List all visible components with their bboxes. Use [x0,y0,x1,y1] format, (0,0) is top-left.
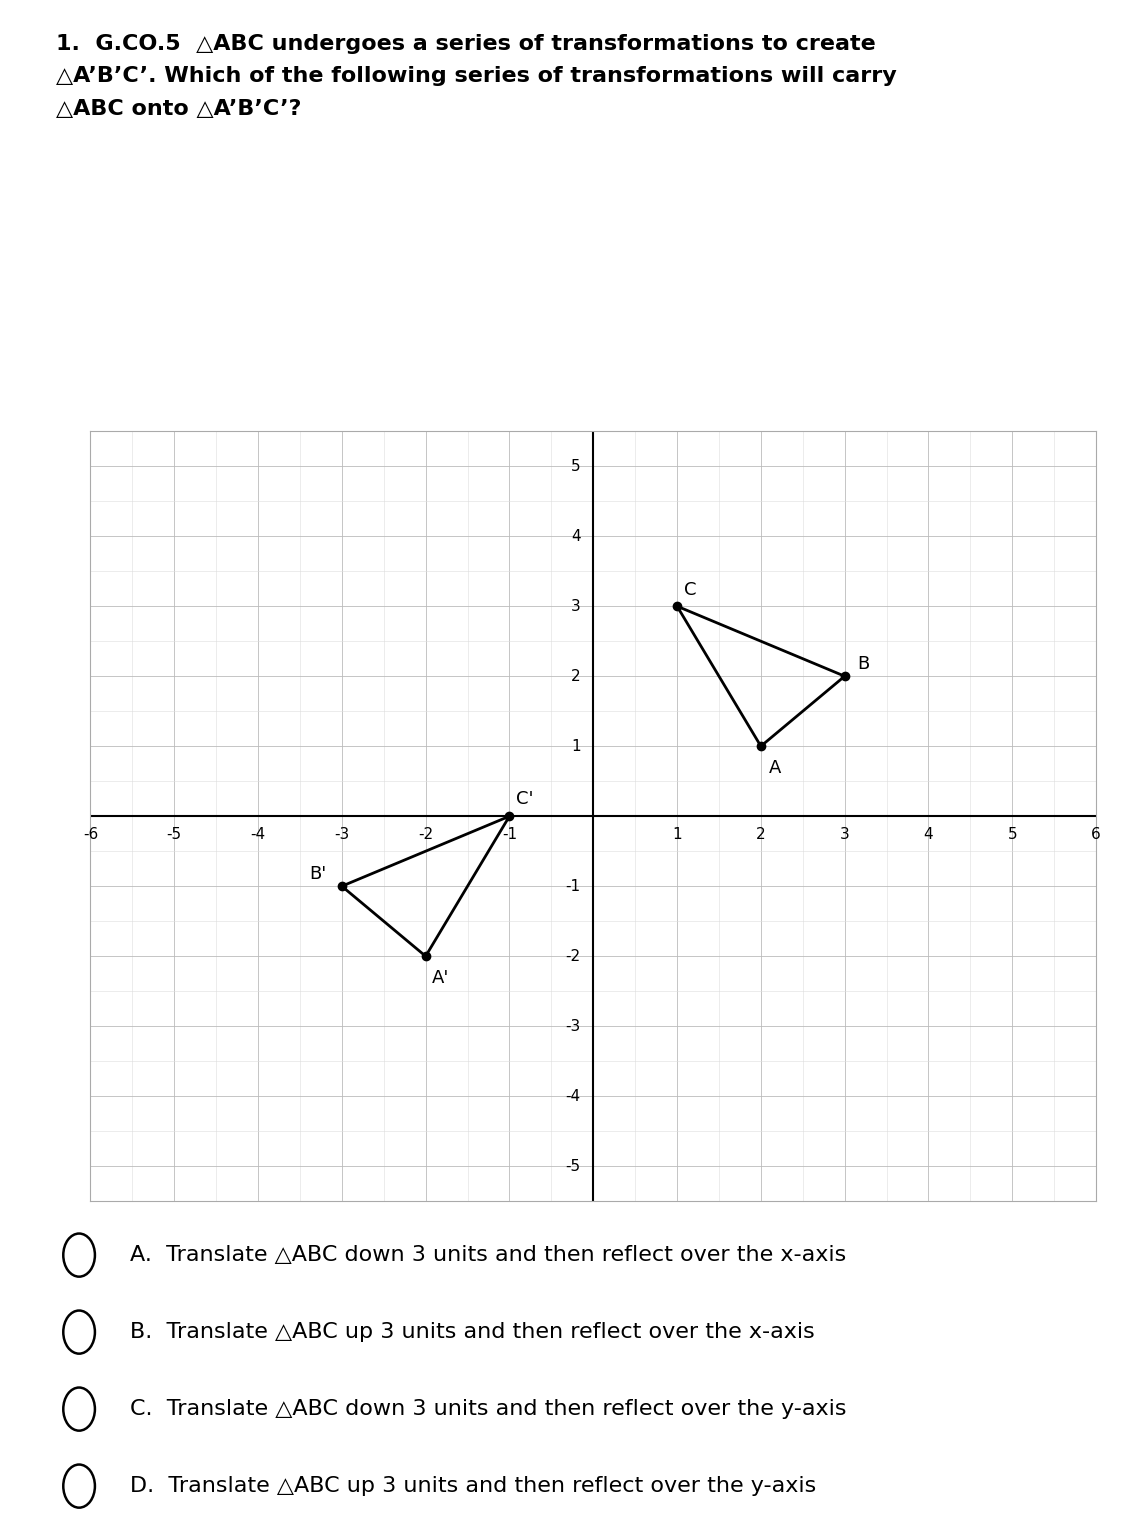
Text: -4: -4 [251,827,266,842]
Text: 1: 1 [571,739,581,753]
Text: 3: 3 [840,827,850,842]
Text: C.  Translate △ABC down 3 units and then reflect over the y-axis: C. Translate △ABC down 3 units and then … [130,1400,846,1418]
Text: D.  Translate △ABC up 3 units and then reflect over the y-axis: D. Translate △ABC up 3 units and then re… [130,1477,816,1495]
Text: -6: -6 [82,827,98,842]
Text: 6: 6 [1092,827,1101,842]
Text: -1: -1 [502,827,518,842]
Text: 2: 2 [571,668,581,684]
Text: -3: -3 [334,827,349,842]
Text: 4: 4 [923,827,933,842]
Text: 4: 4 [571,528,581,544]
Text: △A’B’C’. Which of the following series of transformations will carry: △A’B’C’. Which of the following series o… [56,66,897,86]
Text: C': C' [516,790,533,808]
Text: A': A' [433,969,450,987]
Text: -2: -2 [418,827,433,842]
Text: -4: -4 [565,1089,581,1104]
Text: -1: -1 [565,879,581,893]
Text: -5: -5 [565,1158,581,1173]
Text: A: A [770,759,782,776]
Text: 1.  G.CO.5  △ABC undergoes a series of transformations to create: 1. G.CO.5 △ABC undergoes a series of tra… [56,34,876,54]
Text: A.  Translate △ABC down 3 units and then reflect over the x-axis: A. Translate △ABC down 3 units and then … [130,1246,846,1264]
Text: -3: -3 [565,1018,581,1033]
Text: 3: 3 [571,599,581,614]
Text: 1: 1 [672,827,681,842]
Text: 5: 5 [1008,827,1017,842]
Text: B': B' [310,864,327,882]
Text: B: B [858,654,869,673]
Text: -2: -2 [565,949,581,964]
Text: △ABC onto △A’B’C’?: △ABC onto △A’B’C’? [56,99,302,119]
Text: 2: 2 [756,827,766,842]
Text: 5: 5 [571,459,581,474]
Text: B.  Translate △ABC up 3 units and then reflect over the x-axis: B. Translate △ABC up 3 units and then re… [130,1323,815,1341]
Text: -5: -5 [166,827,182,842]
Text: C: C [684,581,696,599]
